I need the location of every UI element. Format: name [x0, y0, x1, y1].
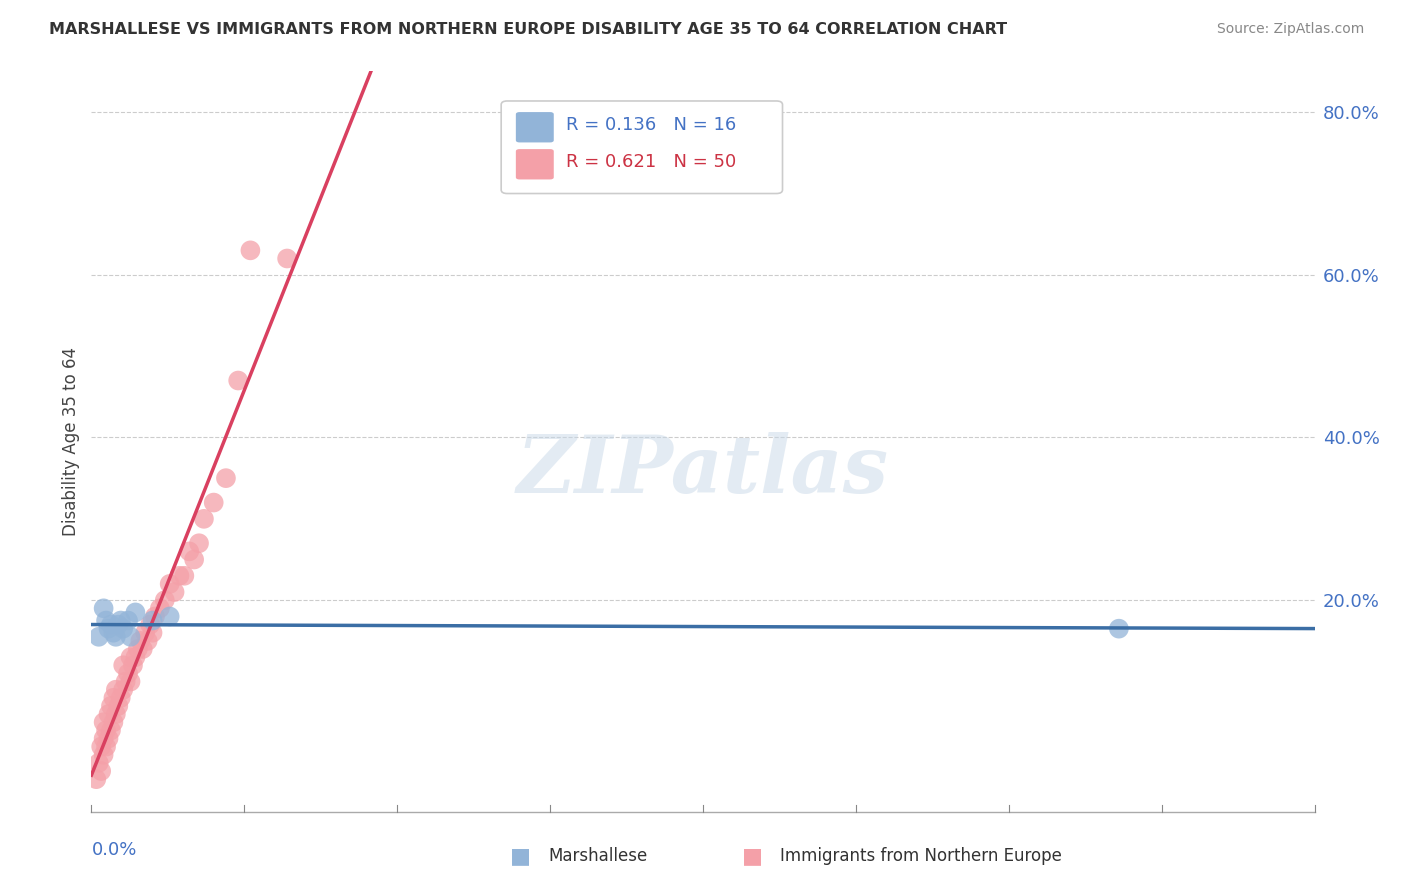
Point: [90, 764, 112, 778]
Point: [239, 244, 262, 258]
Point: [103, 690, 125, 705]
Point: [139, 617, 162, 632]
Point: [127, 642, 149, 657]
Point: [117, 614, 139, 628]
Text: MARSHALLESE VS IMMIGRANTS FROM NORTHERN EUROPE DISABILITY AGE 35 TO 64 CORRELATI: MARSHALLESE VS IMMIGRANTS FROM NORTHERN …: [49, 22, 1007, 37]
Text: Source: ZipAtlas.com: Source: ZipAtlas.com: [1216, 22, 1364, 37]
Point: [112, 622, 135, 636]
Point: [94, 723, 117, 738]
Point: [141, 625, 163, 640]
Point: [188, 536, 211, 550]
Point: [100, 723, 122, 738]
Text: R = 0.136   N = 16: R = 0.136 N = 16: [567, 117, 737, 135]
Point: [226, 374, 249, 388]
Point: [103, 625, 125, 640]
Point: [104, 707, 127, 722]
Text: ZIPatlas: ZIPatlas: [517, 433, 889, 510]
Point: [132, 642, 155, 657]
Point: [159, 609, 181, 624]
Text: Marshallese: Marshallese: [548, 847, 648, 865]
Point: [179, 544, 201, 558]
Point: [276, 252, 298, 266]
Point: [202, 495, 225, 509]
Point: [104, 682, 127, 697]
Point: [110, 614, 132, 628]
Point: [112, 682, 135, 697]
Point: [93, 731, 115, 746]
Point: [120, 674, 142, 689]
Point: [110, 690, 132, 705]
Point: [136, 633, 159, 648]
Point: [169, 568, 191, 582]
Point: [104, 630, 127, 644]
Point: [87, 630, 110, 644]
Point: [100, 617, 122, 632]
Point: [97, 622, 120, 636]
Text: 0.0%: 0.0%: [91, 841, 136, 859]
Point: [107, 698, 129, 713]
Point: [134, 625, 156, 640]
Point: [90, 739, 112, 754]
Point: [117, 666, 139, 681]
Text: Immigrants from Northern Europe: Immigrants from Northern Europe: [780, 847, 1062, 865]
Point: [143, 609, 166, 624]
Point: [183, 552, 205, 566]
Point: [122, 658, 145, 673]
Text: ■: ■: [742, 847, 762, 866]
FancyBboxPatch shape: [516, 149, 554, 179]
Point: [87, 756, 110, 770]
Point: [163, 585, 186, 599]
Point: [93, 715, 115, 730]
Point: [94, 739, 117, 754]
Point: [100, 698, 122, 713]
Point: [173, 568, 195, 582]
Point: [120, 650, 142, 665]
Point: [159, 577, 181, 591]
Point: [93, 601, 115, 615]
Text: R = 0.621   N = 50: R = 0.621 N = 50: [567, 153, 737, 171]
Point: [1108, 622, 1130, 636]
Point: [94, 614, 117, 628]
Point: [124, 650, 146, 665]
Point: [124, 606, 146, 620]
Point: [97, 707, 120, 722]
Point: [153, 593, 176, 607]
FancyBboxPatch shape: [516, 112, 554, 143]
Point: [215, 471, 238, 485]
Point: [93, 747, 115, 762]
Point: [149, 601, 172, 615]
Point: [84, 772, 107, 787]
Point: [112, 658, 135, 673]
Point: [141, 614, 163, 628]
Point: [97, 731, 120, 746]
Point: [114, 674, 136, 689]
Point: [129, 633, 152, 648]
Point: [103, 715, 125, 730]
Text: ■: ■: [510, 847, 530, 866]
Point: [120, 630, 142, 644]
FancyBboxPatch shape: [501, 101, 783, 194]
Y-axis label: Disability Age 35 to 64: Disability Age 35 to 64: [62, 347, 80, 536]
Point: [107, 617, 129, 632]
Point: [193, 512, 215, 526]
